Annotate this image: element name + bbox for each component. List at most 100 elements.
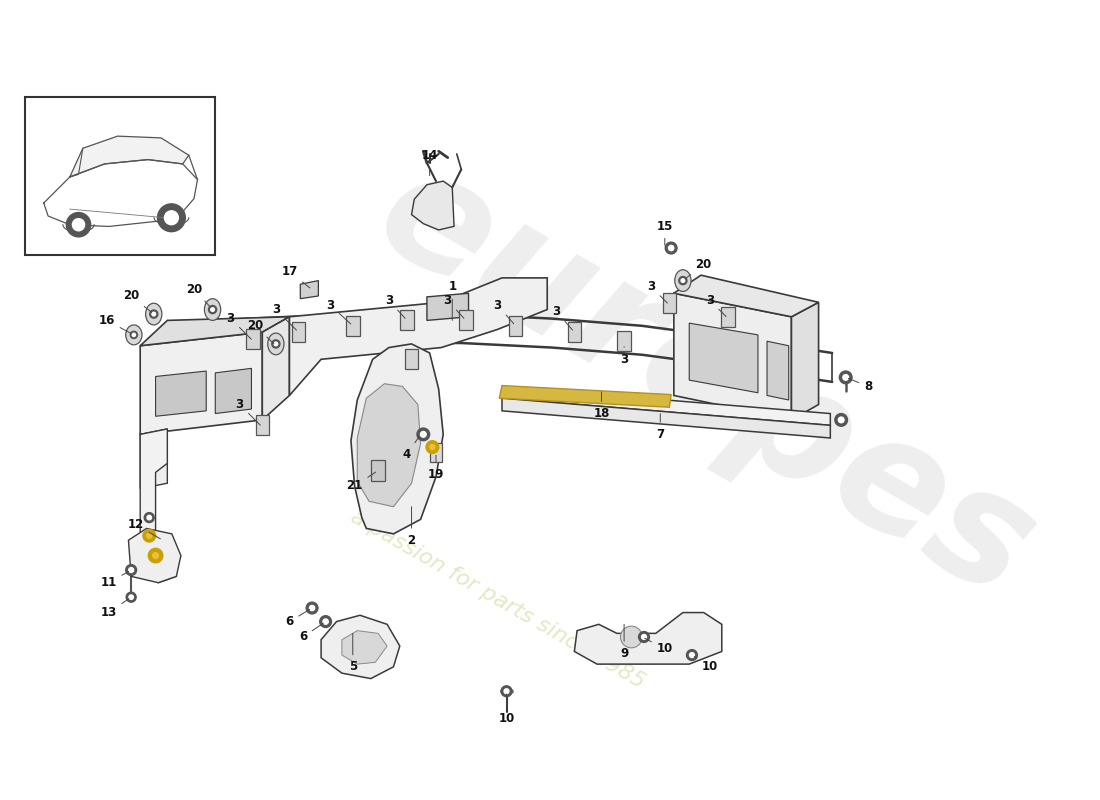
- Circle shape: [641, 634, 647, 639]
- Circle shape: [126, 592, 136, 602]
- Polygon shape: [300, 281, 318, 298]
- Text: 3: 3: [494, 298, 514, 324]
- Text: 1: 1: [448, 281, 456, 320]
- Text: 4: 4: [403, 437, 419, 461]
- Text: 6: 6: [299, 623, 323, 643]
- Ellipse shape: [205, 298, 221, 321]
- Circle shape: [679, 277, 688, 285]
- Circle shape: [209, 306, 217, 314]
- Text: 3: 3: [552, 305, 572, 330]
- Circle shape: [420, 431, 426, 438]
- Bar: [405, 350, 418, 370]
- Circle shape: [144, 513, 154, 522]
- Bar: [430, 443, 442, 462]
- Circle shape: [147, 515, 152, 520]
- Bar: [371, 460, 385, 482]
- Polygon shape: [342, 630, 387, 664]
- Text: 5: 5: [349, 634, 356, 674]
- Ellipse shape: [674, 270, 691, 291]
- Bar: [292, 322, 306, 342]
- Circle shape: [152, 312, 155, 316]
- Text: 3: 3: [443, 294, 464, 318]
- Circle shape: [669, 246, 674, 250]
- Polygon shape: [321, 615, 399, 678]
- Circle shape: [129, 568, 133, 573]
- Text: 18: 18: [593, 392, 609, 420]
- Text: 16: 16: [99, 314, 131, 334]
- Polygon shape: [289, 278, 547, 395]
- Ellipse shape: [267, 333, 284, 354]
- Text: 3: 3: [235, 398, 261, 425]
- Bar: [255, 415, 270, 435]
- Circle shape: [426, 441, 439, 454]
- Polygon shape: [358, 384, 420, 506]
- Polygon shape: [140, 429, 167, 555]
- Ellipse shape: [125, 325, 142, 345]
- Bar: [662, 294, 676, 313]
- Polygon shape: [674, 275, 818, 317]
- Text: europes: europes: [351, 133, 1059, 631]
- Text: 9: 9: [620, 624, 628, 660]
- Text: 10: 10: [498, 694, 515, 725]
- Circle shape: [132, 334, 135, 337]
- Text: 3: 3: [326, 298, 351, 324]
- Text: 15: 15: [657, 220, 673, 246]
- Circle shape: [323, 619, 328, 624]
- Text: 8: 8: [848, 378, 872, 393]
- Circle shape: [430, 445, 434, 450]
- Text: 6: 6: [285, 610, 310, 628]
- Circle shape: [681, 278, 684, 282]
- Circle shape: [211, 308, 215, 311]
- Polygon shape: [502, 398, 830, 438]
- Circle shape: [309, 606, 315, 610]
- Text: 20: 20: [246, 319, 274, 344]
- Circle shape: [666, 242, 676, 254]
- Circle shape: [129, 595, 133, 599]
- Bar: [722, 307, 735, 326]
- Bar: [25, 97, 216, 255]
- Polygon shape: [44, 159, 198, 226]
- Polygon shape: [574, 613, 722, 664]
- Circle shape: [320, 616, 331, 627]
- Text: 7: 7: [657, 414, 664, 441]
- Circle shape: [835, 414, 847, 426]
- Circle shape: [153, 553, 158, 558]
- Polygon shape: [155, 371, 206, 416]
- Polygon shape: [767, 342, 789, 400]
- Circle shape: [690, 653, 694, 658]
- Circle shape: [274, 342, 277, 346]
- Circle shape: [504, 689, 509, 694]
- Circle shape: [150, 310, 157, 318]
- Circle shape: [686, 650, 697, 661]
- Polygon shape: [140, 429, 167, 489]
- Text: 12: 12: [128, 518, 161, 539]
- Bar: [400, 310, 414, 330]
- Circle shape: [157, 204, 185, 232]
- Circle shape: [417, 428, 430, 441]
- Polygon shape: [69, 136, 189, 177]
- Circle shape: [125, 565, 136, 575]
- Bar: [246, 330, 260, 350]
- Text: 13: 13: [100, 598, 129, 619]
- Circle shape: [839, 371, 853, 384]
- Bar: [568, 322, 581, 342]
- Polygon shape: [216, 368, 252, 414]
- Circle shape: [843, 374, 848, 380]
- Polygon shape: [690, 323, 758, 393]
- Text: 19: 19: [428, 455, 444, 481]
- Text: 10: 10: [694, 657, 718, 674]
- Polygon shape: [502, 386, 830, 426]
- Bar: [509, 316, 522, 336]
- Bar: [617, 331, 631, 351]
- Text: 20: 20: [123, 290, 152, 312]
- Polygon shape: [411, 181, 454, 230]
- Text: 3: 3: [227, 312, 251, 339]
- Polygon shape: [351, 344, 443, 534]
- Circle shape: [306, 602, 318, 614]
- Polygon shape: [262, 317, 289, 420]
- Text: 17: 17: [282, 265, 310, 288]
- Circle shape: [838, 417, 844, 422]
- Text: 3: 3: [647, 281, 668, 303]
- Text: 3: 3: [272, 303, 297, 330]
- Text: 2: 2: [407, 506, 416, 546]
